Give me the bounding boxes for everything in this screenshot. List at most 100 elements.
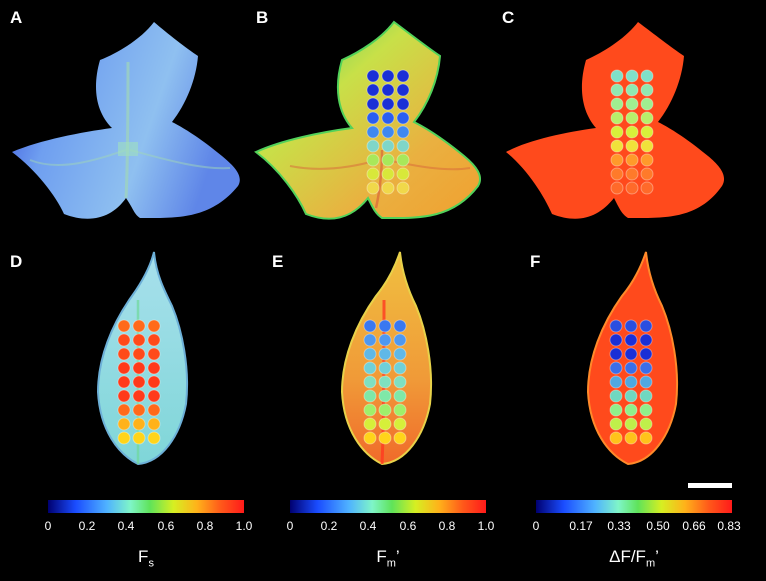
leaf-d-spot [117, 417, 131, 431]
panel-label-f: F [530, 252, 541, 271]
leaf-c-spot [640, 167, 654, 181]
leaf-e-spot [363, 431, 377, 445]
leaf-d-spot [147, 431, 161, 445]
leaf-e-spot [393, 417, 407, 431]
leaf-b-spot [396, 69, 410, 83]
leaf-b-spot [366, 97, 380, 111]
leaf-f-spot [639, 403, 653, 417]
leaf-e-spot [363, 375, 377, 389]
leaf-b-vein-main [374, 149, 384, 209]
colorbar-phi-title-suffix: ’ [655, 547, 659, 566]
leaf-d-spot [147, 361, 161, 375]
colorbar-fs-tick: 0.8 [196, 519, 214, 533]
colorbar-phi-tick: 0 [532, 519, 540, 533]
leaf-c-spot [625, 83, 639, 97]
colorbar-fs-tick: 0.6 [157, 519, 175, 533]
leaf-f-spot [639, 319, 653, 333]
leaf-b-spot [366, 125, 380, 139]
leaf-c-spot [610, 139, 624, 153]
leaf-b-spot [366, 83, 380, 97]
leaf-f-spot [639, 375, 653, 389]
leaf-e-spot [378, 319, 392, 333]
leaf-a-blade [12, 22, 240, 219]
leaf-f-spot [609, 347, 623, 361]
colorbar-fs-title-main: F [138, 547, 149, 566]
leaf-e-spot [393, 347, 407, 361]
leaf-c-spot [625, 139, 639, 153]
leaf-d-spot [147, 389, 161, 403]
colorbar-fm-tick: 1.0 [477, 519, 495, 533]
leaf-b-spot [381, 181, 395, 195]
colorbar-fm-tick: 0.2 [320, 519, 338, 533]
leaf-panel-a [12, 22, 240, 219]
leaf-e-spot [378, 361, 392, 375]
leaf-f-spot [609, 389, 623, 403]
leaf-f-spot [624, 347, 638, 361]
leaf-c-spot [640, 83, 654, 97]
leaf-d-spot [147, 403, 161, 417]
leaf-f-spot [639, 389, 653, 403]
leaf-d-spot [117, 347, 131, 361]
leaf-a-vein-main [124, 61, 130, 199]
leaf-d-spot [132, 361, 146, 375]
leaf-d-spot [132, 431, 146, 445]
leaf-f-spot [609, 333, 623, 347]
leaf-f-spot [624, 319, 638, 333]
colorbar-fs [48, 500, 244, 513]
leaf-d-spot [132, 403, 146, 417]
leaf-b-spot [366, 181, 380, 195]
leaf-d-spot [132, 417, 146, 431]
leaf-d-spot [132, 389, 146, 403]
leaf-f-spot [609, 319, 623, 333]
leaf-c-spot [640, 97, 654, 111]
leaf-b-spot [381, 83, 395, 97]
leaf-f-spot [609, 375, 623, 389]
leaf-f-spot [609, 431, 623, 445]
panel-label-c: C [502, 8, 515, 27]
leaf-d-spot [117, 431, 131, 445]
leaf-e-spot [363, 403, 377, 417]
leaf-c-spot [640, 125, 654, 139]
leaf-f-spot [624, 431, 638, 445]
leaf-b-spot [366, 167, 380, 181]
leaf-b-spot [396, 111, 410, 125]
leaf-c-spot [625, 153, 639, 167]
leaf-e-spot [363, 389, 377, 403]
leaf-d-spot [132, 333, 146, 347]
leaf-b-spot [381, 153, 395, 167]
leaf-f-spot [639, 417, 653, 431]
leaf-c-spot [610, 111, 624, 125]
leaf-f-spot [624, 403, 638, 417]
leaf-e-spot [393, 361, 407, 375]
colorbar-phi [536, 500, 732, 513]
leaf-d-spot [117, 375, 131, 389]
colorbar-fs-title: Fs [138, 547, 154, 569]
leaf-d-spot [147, 319, 161, 333]
panel-label-a: A [10, 8, 23, 27]
leaf-panel-d [96, 251, 189, 466]
leaf-b-spot [396, 181, 410, 195]
colorbar-fm-tick: 0.8 [438, 519, 456, 533]
leaf-d-spot [132, 319, 146, 333]
leaf-panel-c [506, 22, 725, 219]
colorbar-phi-tick: 0.50 [646, 519, 670, 533]
leaf-b-spot [396, 125, 410, 139]
leaf-c-spot [625, 167, 639, 181]
leaf-f-spot [639, 347, 653, 361]
leaf-e-spot [363, 361, 377, 375]
leaf-c-spot [625, 111, 639, 125]
leaf-d-spot [147, 375, 161, 389]
leaf-e-spot [378, 403, 392, 417]
leaf-f-spot [624, 375, 638, 389]
leaf-f-spot [624, 389, 638, 403]
leaf-f-spot [609, 361, 623, 375]
leaf-e-spot [393, 319, 407, 333]
leaf-b-spot [396, 83, 410, 97]
leaf-e-spot [378, 347, 392, 361]
leaf-e-spot [378, 389, 392, 403]
colorbar-phi-tick: 0.17 [569, 519, 593, 533]
leaf-panel-b [254, 20, 482, 220]
leaf-f-spot [639, 431, 653, 445]
